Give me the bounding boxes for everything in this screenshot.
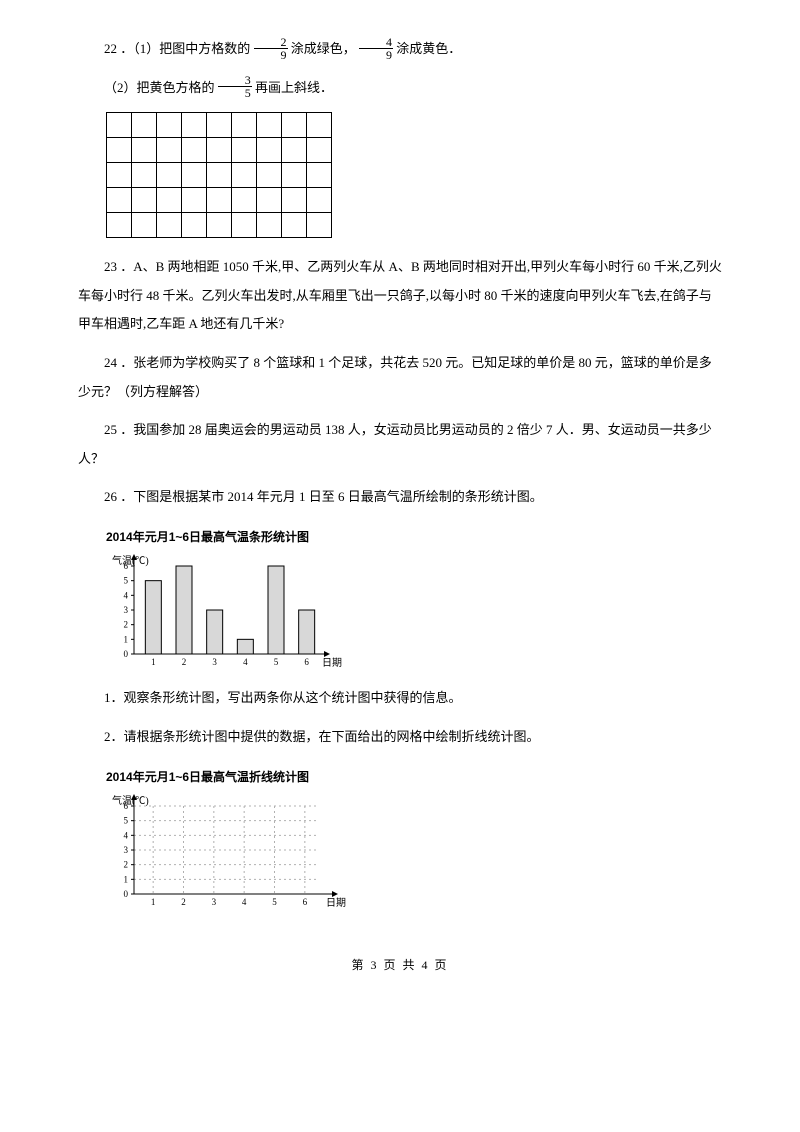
svg-text:6: 6 [124, 801, 129, 811]
svg-text:0: 0 [124, 889, 129, 899]
svg-text:气温(℃): 气温(℃) [112, 554, 149, 567]
question-24: 24 ．张老师为学校购买了 8 个篮球和 1 个足球，共花去 520 元。已知足… [78, 349, 722, 406]
svg-text:1: 1 [124, 874, 129, 884]
svg-text:6: 6 [303, 897, 308, 907]
svg-text:气温(℃): 气温(℃) [112, 794, 149, 807]
page-footer: 第 3 页 共 4 页 [78, 952, 722, 978]
q26-intro: 26 ．下图是根据某市 2014 年元月 1 日至 6 日最高气温所绘制的条形统… [104, 489, 543, 504]
fraction-2-9: 29 [254, 36, 288, 61]
svg-text:日期: 日期 [322, 657, 342, 669]
grid-5x9 [106, 112, 332, 238]
q25-text: 25 ．我国参加 28 届奥运会的男运动员 138 人，女运动员比男运动员的 2… [78, 422, 712, 466]
question-26-sub2: 2．请根据条形统计图中提供的数据，在下面给出的网格中绘制折线统计图。 [78, 723, 722, 752]
q22-text-c: 涂成黄色． [396, 41, 461, 56]
svg-text:3: 3 [212, 897, 217, 907]
svg-text:1: 1 [151, 897, 156, 907]
bar-chart-container: 2014年元月1~6日最高气温条形统计图 气温(℃) 日期 0 1 2 3 4 5 6 1 2 3 4 5… [106, 524, 722, 672]
svg-text:5: 5 [274, 657, 279, 667]
line-chart-title: 2014年元月1~6日最高气温折线统计图 [106, 764, 722, 790]
svg-text:2: 2 [181, 897, 186, 907]
footer-text: 第 3 页 共 4 页 [351, 958, 448, 972]
svg-text:4: 4 [124, 830, 129, 840]
question-22: 22 ．（1）把图中方格数的 29 涂成绿色， 49 涂成黄色． [78, 35, 722, 64]
svg-text:0: 0 [124, 649, 129, 659]
svg-text:4: 4 [124, 591, 129, 601]
svg-text:5: 5 [124, 576, 129, 586]
q24-text: 24 ．张老师为学校购买了 8 个篮球和 1 个足球，共花去 520 元。已知足… [78, 355, 712, 399]
svg-text:日期: 日期 [326, 897, 346, 909]
bar-chart: 气温(℃) 日期 0 1 2 3 4 5 6 1 2 3 4 5 6 [106, 552, 346, 672]
line-chart-grid: 气温(℃) 日期 0 1 2 3 4 5 6 1 2 3 4 5 6 [106, 792, 366, 912]
svg-text:2: 2 [124, 860, 129, 870]
q22-text-b: 涂成绿色， [291, 41, 356, 56]
bar-chart-title: 2014年元月1~6日最高气温条形统计图 [106, 524, 722, 550]
q26-sub2-text: 2．请根据条形统计图中提供的数据，在下面给出的网格中绘制折线统计图。 [104, 729, 540, 744]
svg-text:2: 2 [182, 657, 187, 667]
question-26-sub1: 1．观察条形统计图，写出两条你从这个统计图中获得的信息。 [78, 684, 722, 713]
svg-text:2: 2 [124, 620, 129, 630]
svg-text:5: 5 [272, 897, 277, 907]
svg-text:6: 6 [304, 657, 309, 667]
svg-text:5: 5 [124, 816, 129, 826]
q22-number: 22 [104, 41, 117, 56]
fraction-4-9: 49 [359, 36, 393, 61]
svg-text:3: 3 [212, 657, 217, 667]
svg-text:4: 4 [243, 657, 248, 667]
q22-p2-b: 再画上斜线． [255, 80, 333, 95]
question-25: 25 ．我国参加 28 届奥运会的男运动员 138 人，女运动员比男运动员的 2… [78, 416, 722, 473]
question-23: 23 ．A、B 两地相距 1050 千米,甲、乙两列火车从 A、B 两地同时相对… [78, 253, 722, 339]
svg-text:4: 4 [242, 897, 247, 907]
question-26: 26 ．下图是根据某市 2014 年元月 1 日至 6 日最高气温所绘制的条形统… [78, 483, 722, 512]
q22-text-a: ．（1）把图中方格数的 [120, 41, 250, 56]
svg-text:1: 1 [151, 657, 156, 667]
svg-text:1: 1 [124, 635, 129, 645]
svg-text:3: 3 [124, 605, 129, 615]
question-22-part2: （2）把黄色方格的 35 再画上斜线． [78, 74, 722, 103]
q26-sub1-text: 1．观察条形统计图，写出两条你从这个统计图中获得的信息。 [104, 690, 462, 705]
q23-text: 23 ．A、B 两地相距 1050 千米,甲、乙两列火车从 A、B 两地同时相对… [78, 259, 722, 331]
svg-text:3: 3 [124, 845, 129, 855]
svg-text:6: 6 [124, 561, 129, 571]
q22-p2-a: （2）把黄色方格的 [104, 80, 215, 95]
fraction-3-5: 35 [218, 74, 252, 99]
line-chart-container: 2014年元月1~6日最高气温折线统计图 气温(℃) 日期 0 1 2 3 4 5 6 1 2 3 4 5… [106, 764, 722, 912]
